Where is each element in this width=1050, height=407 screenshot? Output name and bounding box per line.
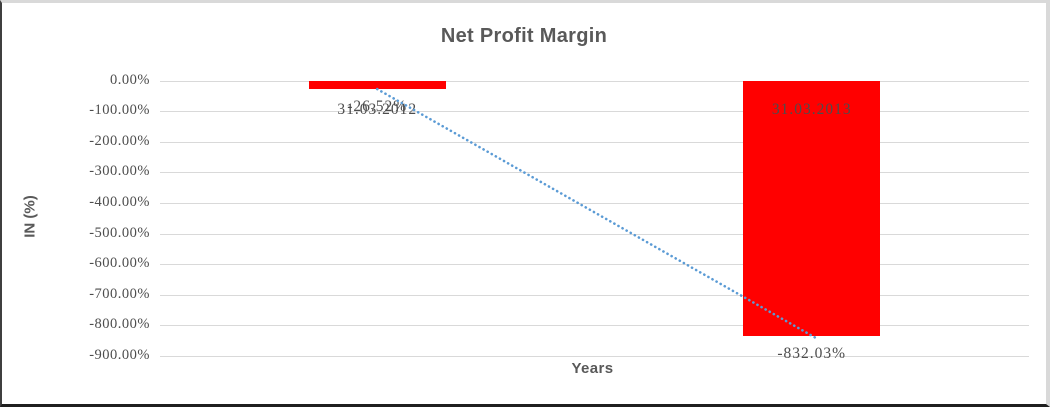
gridline: [160, 233, 1029, 235]
bar-31.03.2012[interactable]: [308, 81, 446, 90]
x-axis-title: Years: [571, 360, 614, 377]
y-axis-tick-label: -300.00%: [89, 163, 150, 180]
y-axis-tick-label: -800.00%: [89, 316, 150, 333]
chart-title[interactable]: Net Profit Margin: [440, 25, 608, 47]
gridline: [160, 202, 1029, 204]
data-label: -26.52%: [347, 98, 408, 116]
category-axis-label: 31.03.2013: [771, 101, 852, 118]
gridline: [160, 172, 1029, 174]
y-axis-tick-label: -500.00%: [89, 224, 150, 241]
y-axis-tick-label: -900.00%: [89, 346, 150, 363]
data-label: -832.03%: [777, 344, 847, 362]
gridline: [160, 355, 1029, 357]
gridline: [160, 294, 1029, 296]
y-axis-tick-label: -400.00%: [89, 193, 150, 210]
y-axis-tick-label: -600.00%: [89, 255, 150, 272]
y-axis-tick-label: -200.00%: [89, 132, 150, 149]
gridline: [160, 80, 1029, 82]
y-axis-tick-label: -100.00%: [89, 102, 150, 119]
y-axis-title: IN (%): [21, 195, 39, 238]
y-axis-tick-label: -700.00%: [89, 285, 150, 302]
gridline: [160, 141, 1029, 143]
gridline: [160, 325, 1029, 327]
gridline: [160, 264, 1029, 266]
bar-31.03.2013[interactable]: [743, 81, 881, 336]
y-axis-tick-label: 0.00%: [110, 71, 150, 88]
